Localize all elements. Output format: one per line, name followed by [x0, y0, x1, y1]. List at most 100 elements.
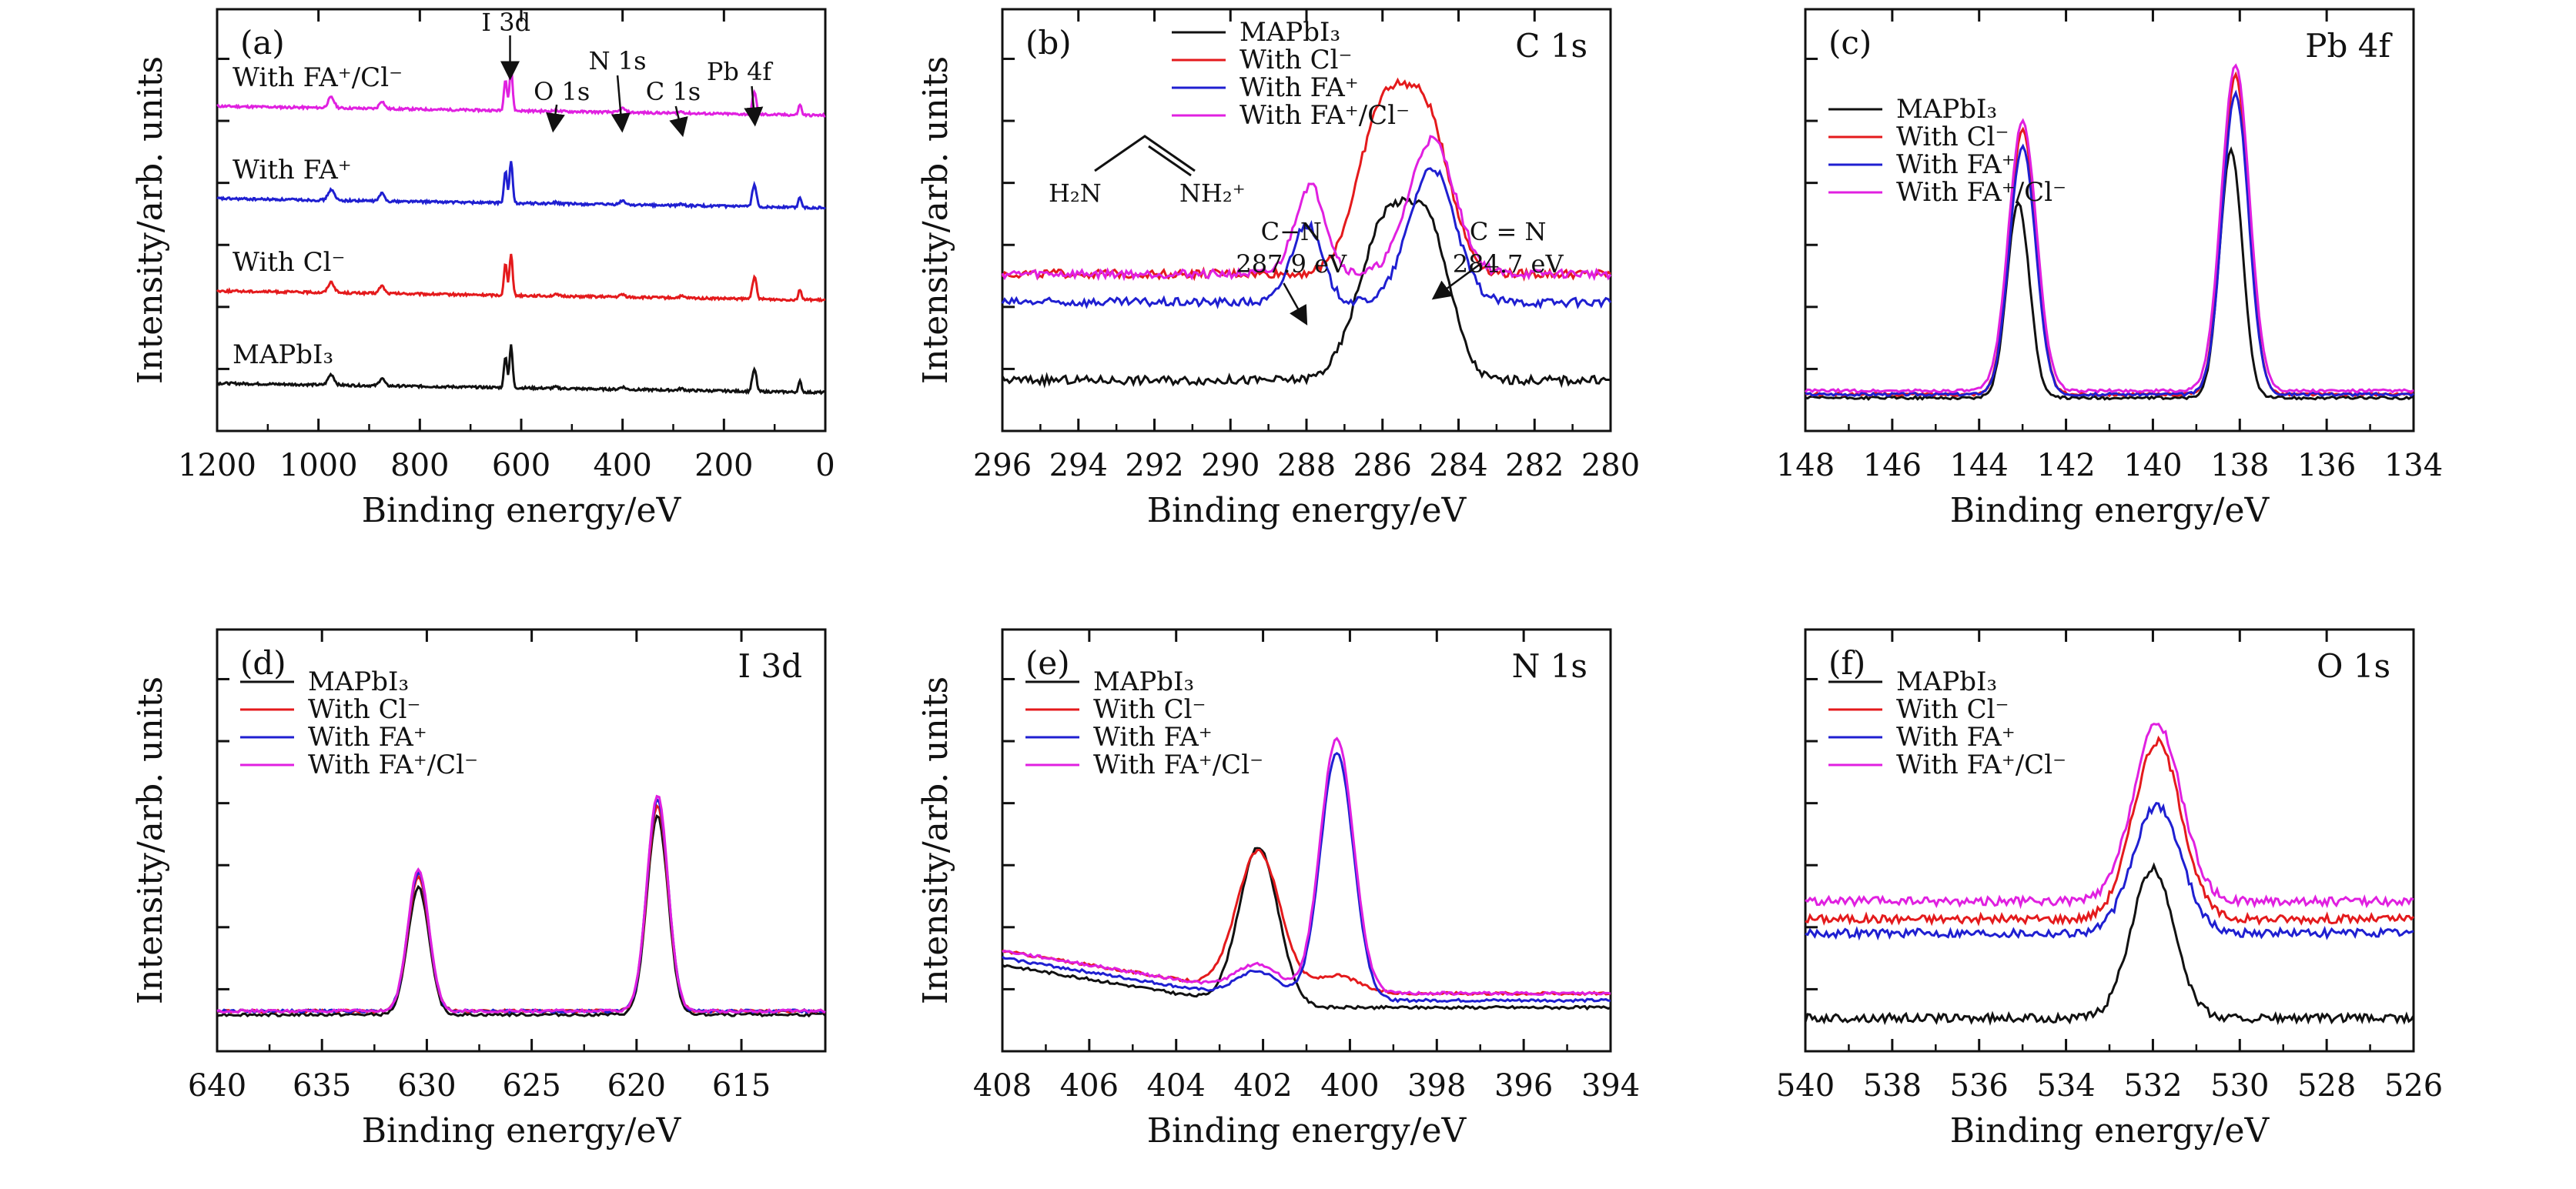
chart-panel: 148 146 144 142 140 138 136 134 Binding energy/e… — [1776, 8, 2443, 530]
x-tick-label: 396 — [1494, 1068, 1553, 1104]
x-tick-label: 136 — [2297, 448, 2356, 483]
x-tick-label: 540 — [1776, 1068, 1835, 1104]
legend-entry: With Cl⁻ — [1896, 694, 2009, 725]
spectrum-line — [1804, 862, 2415, 1027]
spectrum-line — [1002, 736, 1611, 997]
spectrum-line — [1805, 145, 2414, 402]
peak-label: C 1s — [646, 77, 701, 106]
legend-entry: MAPbI₃ — [1093, 666, 1194, 697]
survey-spectrum-line — [216, 161, 826, 211]
legend-entry: With FA⁺/Cl⁻ — [1093, 750, 1263, 780]
x-tick-label: 800 — [390, 448, 449, 483]
plot-frame — [1804, 8, 2415, 433]
x-tick-label: 292 — [1125, 448, 1183, 483]
x-tick-label: 148 — [1776, 448, 1835, 483]
legend-entry: MAPbI₃ — [1896, 94, 1997, 125]
y-axis-label: Intensity/arb. units — [916, 676, 955, 1004]
panel-label: (c) — [1828, 24, 1872, 62]
x-axis-label: Binding energy/eV — [362, 1111, 682, 1151]
legend-entry: With Cl⁻ — [1239, 45, 1352, 75]
x-tick-label: 534 — [2036, 1068, 2095, 1104]
spectrum-line — [1804, 63, 2414, 394]
peak-arrow — [669, 105, 688, 138]
legend-entry: With FA⁺/Cl⁻ — [1896, 177, 2066, 208]
x-axis-label: Binding energy/eV — [1950, 491, 2270, 530]
c2n-label: C = N — [1470, 217, 1547, 246]
spectrum-line — [1002, 847, 1611, 1011]
curve-label: With Cl⁻ — [233, 247, 345, 278]
spectrum-line — [1002, 751, 1611, 1004]
x-tick-label: 400 — [1320, 1068, 1379, 1104]
x-axis-label: Binding energy/eV — [362, 491, 682, 530]
x-tick-label: 142 — [2036, 448, 2095, 483]
peak-label: Pb 4f — [707, 57, 774, 86]
legend-entry: With FA⁺ — [1896, 149, 2016, 180]
x-tick-label: 288 — [1277, 448, 1336, 483]
x-tick-label: 408 — [973, 1068, 1032, 1104]
c2n-value: 284.7 eV — [1453, 249, 1564, 279]
x-tick-label: 294 — [1049, 448, 1108, 483]
molecule-iminium-label: NH₂⁺ — [1179, 179, 1246, 208]
peak-arrow — [744, 85, 764, 127]
spectrum-line — [1805, 802, 2414, 941]
x-tick-label: 625 — [502, 1068, 560, 1104]
y-axis-label: Intensity/arb. units — [131, 676, 170, 1004]
x-axis-label: Binding energy/eV — [1950, 1111, 2270, 1151]
x-tick-label: 630 — [397, 1068, 456, 1104]
x-tick-label: 138 — [2210, 448, 2269, 483]
curve-label: MAPbI₃ — [233, 339, 333, 370]
chart-panel: 640 635 630 625 620 615 Binding energy/eV Inten… — [131, 628, 827, 1151]
legend-entry: With FA⁺ — [1239, 72, 1359, 103]
x-tick-label: 400 — [593, 448, 651, 483]
spectrum-line — [1805, 723, 2414, 910]
spectrum-line — [1805, 89, 2414, 398]
panel-title: N 1s — [1512, 647, 1587, 685]
curve-label: With FA⁺ — [233, 155, 352, 185]
x-axis-label: Binding energy/eV — [1147, 1111, 1467, 1151]
x-tick-label: 394 — [1581, 1068, 1640, 1104]
spectrum-line — [216, 803, 826, 1014]
x-tick-label: 1200 — [178, 448, 256, 483]
spectrum-line — [1805, 71, 2414, 398]
x-tick-label: 134 — [2384, 448, 2443, 483]
x-tick-label: 406 — [1060, 1068, 1119, 1104]
x-axis-label: Binding energy/eV — [1147, 491, 1467, 530]
peak-arrow — [611, 75, 631, 133]
y-axis-label: Intensity/arb. units — [131, 56, 170, 384]
molecule-double-bond — [1148, 145, 1192, 177]
spectrum-line — [1001, 195, 1611, 389]
survey-spectrum-line — [216, 253, 826, 303]
x-tick-label: 144 — [1950, 448, 2009, 483]
peak-label: O 1s — [534, 77, 590, 106]
x-tick-label: 526 — [2384, 1068, 2443, 1104]
spectrum-line — [216, 797, 826, 1014]
x-tick-label: 530 — [2210, 1068, 2269, 1104]
panel-label: (b) — [1025, 24, 1072, 62]
x-tick-label: 404 — [1147, 1068, 1206, 1104]
spectrum-line — [1805, 735, 2415, 927]
x-tick-label: 402 — [1233, 1068, 1292, 1104]
cn-arrow — [1283, 282, 1308, 326]
x-tick-label: 146 — [1863, 448, 1922, 483]
x-tick-label: 200 — [694, 448, 753, 483]
spectrum-line — [216, 814, 827, 1018]
y-axis-label: Intensity/arb. units — [916, 56, 955, 384]
legend-entry: With FA⁺ — [308, 722, 427, 753]
molecule-amine-label: H₂N — [1049, 179, 1102, 208]
spectrum-line — [1001, 167, 1612, 310]
panel-title: C 1s — [1515, 27, 1587, 65]
panel-label: (d) — [240, 644, 286, 682]
panel-title: O 1s — [2317, 647, 2390, 685]
x-tick-label: 290 — [1201, 448, 1260, 483]
plot-frame — [216, 628, 827, 1053]
peak-label: N 1s — [589, 46, 647, 75]
peak-arrow — [546, 104, 565, 133]
c2n-arrow — [1431, 262, 1482, 300]
x-tick-label: 280 — [1581, 448, 1640, 483]
peak-label: I 3d — [481, 8, 530, 37]
legend-entry: With Cl⁻ — [308, 694, 420, 725]
legend-entry: With FA⁺/Cl⁻ — [1239, 100, 1410, 131]
legend-entry: With FA⁺/Cl⁻ — [1896, 750, 2066, 780]
x-tick-label: 398 — [1407, 1068, 1466, 1104]
legend-entry: With FA⁺ — [1896, 722, 2016, 753]
